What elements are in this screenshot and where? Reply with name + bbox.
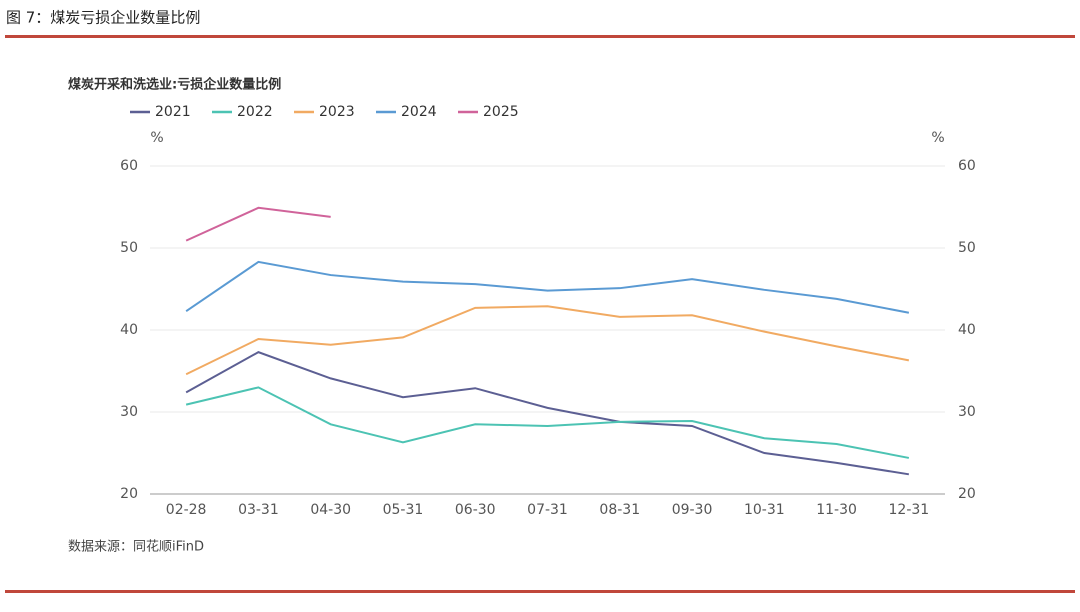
legend-label: 2023 [319,104,355,120]
figure-header: 图 7：煤炭亏损企业数量比例 [6,9,200,27]
series-line [185,260,910,314]
y-tick-label: 20 [120,486,138,502]
y2-tick-label: 50 [958,240,976,256]
series-line [185,305,910,376]
chart-title: 煤炭开采和洗选业:亏损企业数量比例 [68,77,281,93]
x-tick-label: 08-31 [599,502,640,518]
source: 数据来源：同花顺iFinD [68,539,204,555]
y2-tick-label: 30 [958,404,976,420]
x-tick-label: 06-30 [455,502,496,518]
footer-rule [5,590,1075,593]
y2-tick-label: 20 [958,486,976,502]
legend-label: 2024 [401,104,437,120]
legend-label: 2021 [155,104,191,120]
y2-tick-label: 60 [958,158,976,174]
series-line [185,386,910,459]
y-tick-label: 40 [120,322,138,338]
series-line [185,206,331,242]
legend-label: 2025 [483,104,519,120]
x-tick-label: 10-31 [744,502,785,518]
x-tick-label: 03-31 [238,502,279,518]
x-tick-label: 12-31 [889,502,930,518]
y2-tick-label: 40 [958,322,976,338]
y-tick-label: 60 [120,158,138,174]
x-tick-label: 04-30 [310,502,351,518]
y2-unit: % [931,130,944,146]
y-tick-label: 30 [120,404,138,420]
x-tick-label: 11-30 [816,502,857,518]
y-unit: % [150,130,163,146]
series-line [185,351,910,476]
header-rule [5,35,1075,38]
legend-label: 2022 [237,104,273,120]
x-tick-label: 09-30 [672,502,713,518]
y-tick-label: 50 [120,240,138,256]
x-tick-label: 07-31 [527,502,568,518]
x-tick-label: 05-31 [383,502,424,518]
x-tick-label: 02-28 [166,502,207,518]
